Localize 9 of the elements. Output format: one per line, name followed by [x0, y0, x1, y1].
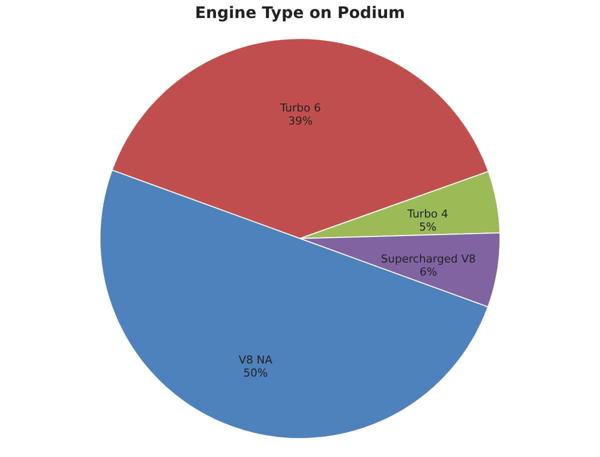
chart-title: Engine Type on Podium [194, 3, 406, 22]
slice-label: Turbo 6 [279, 102, 321, 114]
slice-label: Turbo 4 [406, 208, 448, 221]
slice-label: Supercharged V8 [380, 252, 476, 266]
data-label: 5% [419, 220, 437, 234]
data-label: 50% [243, 366, 268, 380]
data-label: 39% [288, 114, 313, 128]
slice-label: V8 NA [238, 354, 273, 367]
data-label: 6% [420, 265, 438, 278]
